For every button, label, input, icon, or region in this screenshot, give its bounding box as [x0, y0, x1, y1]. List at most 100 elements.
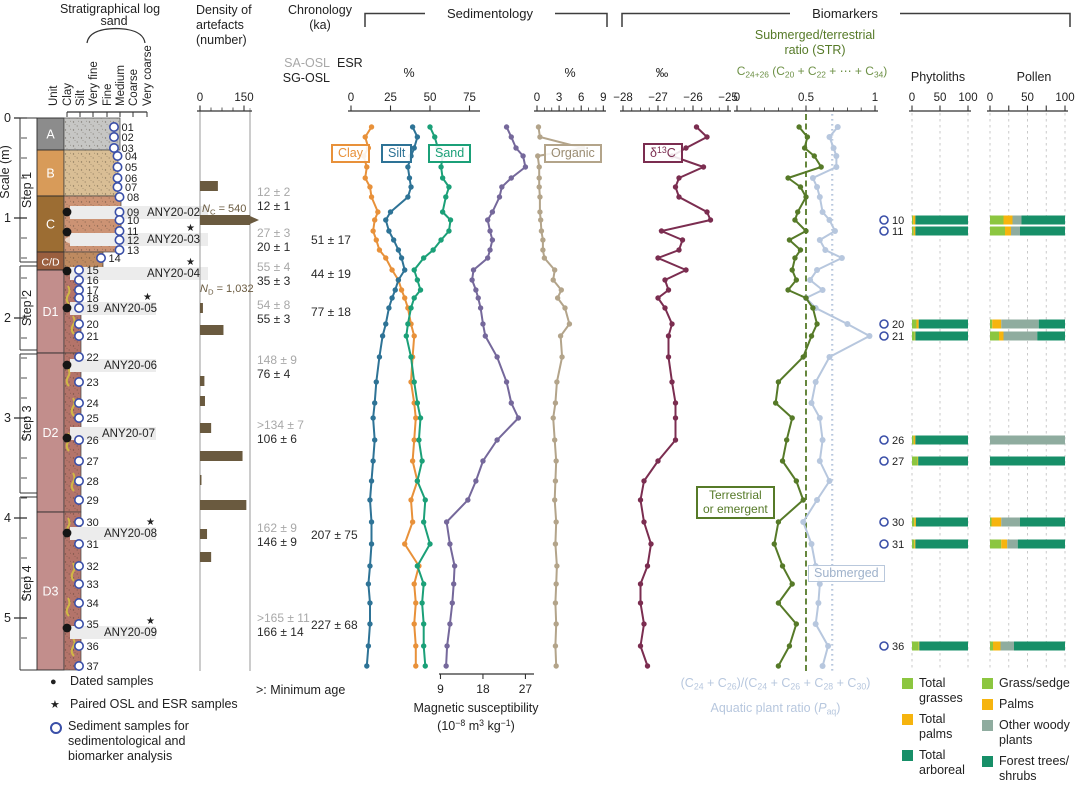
phytolith-bars-segment	[912, 331, 915, 341]
nd-count-annotation: ND = 1,032	[200, 283, 254, 297]
organic-streak	[65, 285, 71, 305]
svg-text:Medium: Medium	[115, 65, 127, 106]
svg-text:24: 24	[87, 398, 99, 410]
phytolith-bars-segment	[918, 456, 968, 466]
pollen-bars-segment	[1000, 641, 1014, 651]
dated-sample-dot	[62, 623, 72, 633]
biomarker-sample-circle-26	[879, 435, 889, 445]
pollen-legend: Grass/sedge Palms Other woody plants Forest…	[982, 676, 1080, 790]
sample-circle-20	[74, 318, 85, 329]
svg-text:36: 36	[892, 641, 904, 653]
sample-circle-23	[74, 376, 85, 387]
svg-text:Scale (m): Scale (m)	[0, 145, 12, 198]
sample-circle-29	[74, 494, 85, 505]
svg-text:−26: −26	[683, 92, 703, 104]
sample-circle-07	[112, 182, 123, 193]
svg-text:6: 6	[578, 92, 584, 104]
esr-age: 44 ± 19	[311, 267, 351, 281]
sa-osl-age: 27 ± 3	[257, 226, 291, 240]
svg-text:−27: −27	[648, 92, 668, 104]
svg-text:06: 06	[125, 173, 137, 185]
svg-text:D2: D2	[43, 426, 59, 440]
biomarkers-title: Biomarkers	[790, 6, 900, 22]
unit-block-D3	[36, 511, 65, 671]
svg-text:Clay: Clay	[62, 83, 74, 106]
nc-count-annotation: NC = 540	[202, 203, 247, 217]
pollen-bars-segment	[1003, 331, 1038, 341]
str-formula: C24+26 (C20 + C22 + ⋯ + C34)	[736, 64, 888, 80]
dated-sample-dot	[62, 433, 72, 443]
magsus-axis-unit: (10−8 m3 kg−1)	[437, 718, 515, 733]
sg-osl-age: 76 ± 4	[257, 367, 291, 381]
sample-circle-05	[112, 162, 123, 173]
dated-sample-dot	[62, 266, 72, 276]
svg-text:50: 50	[424, 92, 437, 104]
esr-header: ESR	[337, 56, 363, 70]
svg-text:100: 100	[1055, 92, 1074, 104]
str-curve	[771, 124, 824, 669]
phytolith-bars-segment	[915, 331, 968, 341]
svg-text:Step 3: Step 3	[20, 405, 34, 441]
sa-osl-age: >165 ± 11	[257, 611, 310, 625]
dated-sample-label: ANY20-02	[147, 207, 200, 219]
phytolith-bars-segment	[918, 319, 968, 329]
organic-streak	[70, 472, 76, 492]
svg-text:02: 02	[122, 132, 134, 144]
sample-circle-01	[109, 122, 120, 133]
svg-text:D1: D1	[43, 305, 59, 319]
dated-sample-dot	[62, 207, 72, 217]
organic-streak	[70, 637, 76, 657]
str-title: Submerged/terrestrial ratio (STR)	[754, 28, 876, 57]
symbol-legend: ● Dated samples ★ Paired OSL and ESR sample…	[50, 674, 285, 770]
paq-label: Aquatic plant ratio (Paq)	[710, 701, 841, 717]
organic-streak	[70, 315, 76, 335]
svg-text:16: 16	[87, 275, 99, 287]
biomarker-sample-circle-10	[879, 215, 889, 225]
dated-sample-label: ANY20-08	[104, 528, 157, 540]
svg-text:36: 36	[87, 641, 99, 653]
pollen-bars-segment	[1001, 517, 1020, 527]
artefact-bar	[200, 215, 250, 225]
pollen-bars-segment	[990, 331, 999, 341]
svg-text:9: 9	[600, 92, 606, 104]
phytolith-bars-segment	[912, 215, 914, 225]
biomarker-sample-circle-20	[879, 319, 889, 329]
sediment-sample-icon	[50, 722, 62, 734]
sample-circle-18	[74, 292, 85, 303]
legend-swatch-icon	[982, 756, 993, 767]
d13c-curve	[637, 124, 714, 669]
svg-text:Fine: Fine	[102, 84, 114, 106]
svg-text:17: 17	[87, 285, 99, 297]
svg-text:31: 31	[892, 539, 904, 551]
phytolith-bars-segment	[915, 215, 968, 225]
percent-gridlines	[911, 113, 1066, 671]
artefact-bar	[200, 500, 247, 510]
pollen-bars-segment	[990, 641, 993, 651]
svg-text:0: 0	[734, 92, 740, 104]
density-axis: 0 150	[197, 92, 254, 112]
sg-osl-age: 146 ± 9	[257, 535, 297, 549]
organic-curve	[535, 124, 586, 669]
legend-swatch-icon	[982, 699, 993, 710]
d13c-axis: −28 −27 −26 −25	[613, 92, 738, 112]
phytolith-bars-segment	[912, 539, 915, 549]
str-reference-lines	[805, 114, 834, 671]
svg-text:50: 50	[934, 92, 947, 104]
svg-text:19: 19	[87, 303, 99, 315]
sa-osl-header: SA-OSL	[284, 56, 330, 70]
svg-text:1: 1	[4, 211, 11, 225]
legend-swatch-icon	[902, 678, 913, 689]
minimum-age-note: >: Minimum age	[256, 683, 346, 697]
pollen-bars-segment	[1014, 641, 1065, 651]
svg-text:33: 33	[87, 579, 99, 591]
dated-sample-label: ANY20-05	[104, 303, 157, 315]
svg-text:−25: −25	[718, 92, 738, 104]
dated-sample-label: ANY20-06	[104, 360, 157, 372]
sample-circle-16	[74, 274, 85, 285]
svg-text:25: 25	[87, 413, 99, 425]
phytolith-bars-segment	[912, 641, 919, 651]
svg-text:26: 26	[87, 435, 99, 447]
phytolith-bars-segment	[915, 517, 968, 527]
magsus-curve	[443, 124, 529, 669]
biomarker-sample-circle-11	[879, 226, 889, 236]
